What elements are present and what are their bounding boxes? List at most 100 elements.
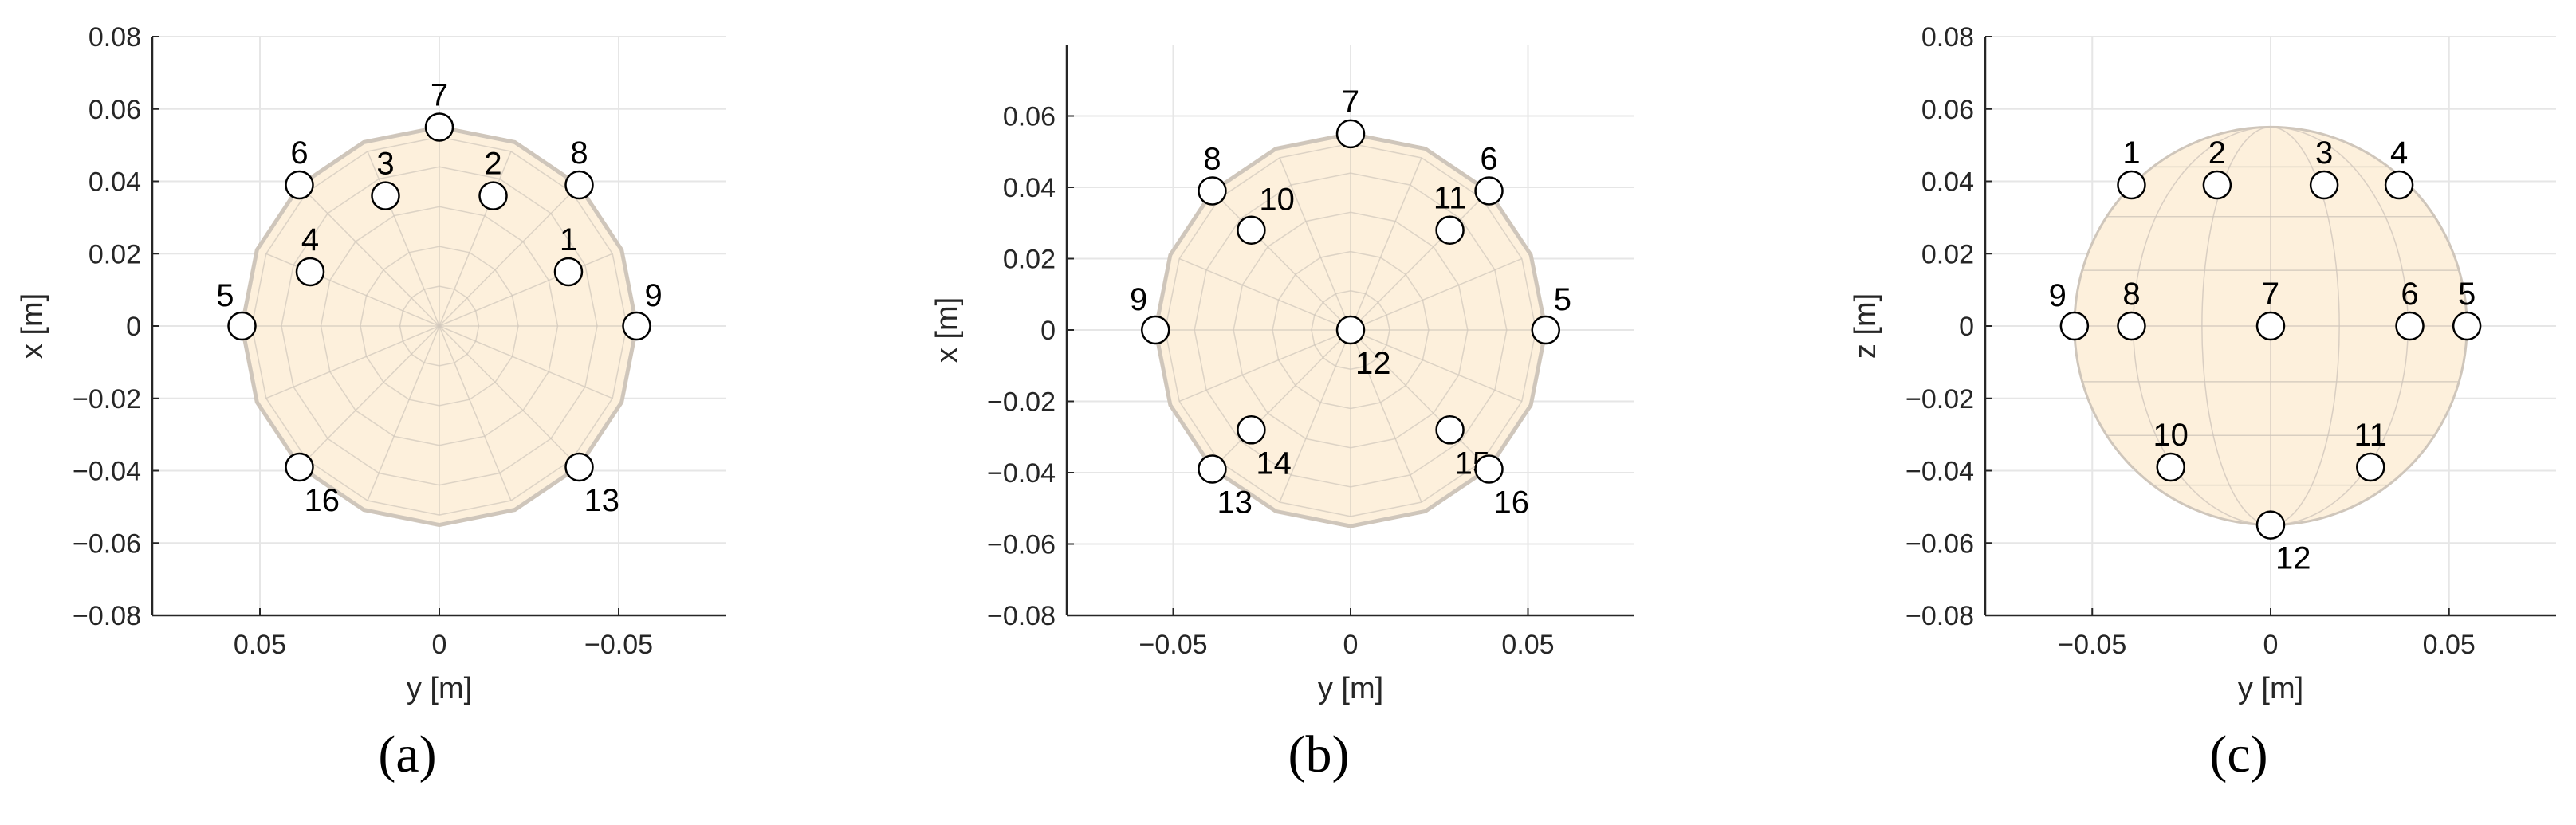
mic-marker-9	[2059, 311, 2090, 341]
mic-marker-16	[1474, 454, 1504, 484]
mic-marker-13	[1198, 454, 1227, 484]
mic-label: 5	[216, 278, 234, 313]
mic-marker-16	[285, 452, 314, 482]
mic-marker-8	[2117, 311, 2146, 341]
x-tick-label: −0.05	[584, 630, 653, 660]
mic-label: 5	[2458, 277, 2476, 312]
y-tick-label: −0.04	[73, 457, 141, 487]
mic-label: 11	[2354, 418, 2388, 453]
mic-marker-15	[1435, 415, 1465, 445]
y-tick-label: −0.06	[987, 530, 1056, 560]
mic-label: 6	[290, 136, 308, 171]
sphere-body	[239, 124, 639, 528]
y-tick-label: 0	[126, 312, 141, 342]
mic-marker-14	[1237, 415, 1266, 445]
mic-marker-9	[622, 311, 651, 341]
y-axis-title: x [m]	[16, 293, 49, 359]
mic-marker-12	[1335, 315, 1366, 345]
mic-marker-8	[1198, 176, 1227, 206]
y-tick-label: −0.06	[1905, 528, 1974, 559]
y-tick-label: 0.02	[88, 239, 141, 269]
x-tick-label: 0.05	[234, 630, 286, 660]
mic-marker-3	[2309, 170, 2339, 200]
chart-panel-2: 0.06 0.04 0.02 0 −0.02 −0.04 −0.06 −0.08 −0.05 0 0…	[930, 45, 1634, 784]
mic-label: 10	[2153, 418, 2189, 453]
mic-marker-12	[2255, 510, 2286, 540]
y-tick-label: 0.06	[1003, 102, 1056, 132]
panel-caption: (c)	[2209, 725, 2267, 784]
y-axis-title: x [m]	[930, 297, 964, 363]
mic-label: 13	[1217, 485, 1253, 521]
mic-label: 6	[1480, 141, 1497, 176]
mic-marker-1	[553, 257, 584, 287]
mic-label: 8	[1203, 141, 1221, 176]
mic-marker-6	[2395, 311, 2425, 341]
mic-label: 4	[301, 222, 319, 257]
mic-marker-6	[1474, 176, 1504, 206]
x-tick-label: 0	[432, 630, 447, 660]
mic-label: 13	[584, 483, 620, 518]
x-tick-label: 0.05	[1501, 630, 1554, 660]
mic-marker-10	[2156, 452, 2185, 482]
mic-label: 14	[1256, 446, 1292, 481]
mic-label: 9	[2049, 278, 2067, 313]
chart-panel-3: 0.08 0.06 0.04 0.02 0 −0.02 −0.04 −0.06 −0.08 −0.…	[1849, 22, 2556, 784]
mic-label: 7	[1342, 84, 1359, 120]
y-tick-label: 0.08	[1921, 22, 1974, 53]
y-tick-label: −0.04	[1905, 457, 1974, 487]
y-tick-label: −0.08	[1905, 601, 1974, 631]
y-tick-label: 0.02	[1003, 245, 1056, 275]
mic-label: 4	[2390, 136, 2408, 171]
mic-label: 1	[560, 222, 577, 257]
mic-marker-11	[1435, 215, 1465, 245]
y-tick-label: −0.08	[987, 601, 1056, 631]
y-tick-label: −0.04	[987, 458, 1056, 489]
mic-label: 16	[1494, 485, 1530, 521]
mic-label: 5	[1554, 282, 1571, 317]
y-axis-title: z [m]	[1849, 293, 1882, 359]
y-tick-label: 0	[1959, 312, 1974, 342]
y-tick-label: −0.06	[73, 528, 141, 559]
x-tick-label: 0	[1343, 630, 1359, 660]
y-tick-label: 0.06	[1921, 95, 1974, 125]
y-tick-label: 0.04	[88, 167, 141, 198]
x-axis-title: y [m]	[2238, 672, 2303, 705]
mic-marker-2	[2202, 170, 2232, 200]
x-tick-label: 0.05	[2423, 630, 2476, 660]
mic-label: 3	[2315, 136, 2333, 171]
mic-label: 8	[570, 136, 588, 171]
mic-marker-5	[2452, 311, 2482, 341]
mic-marker-4	[295, 257, 325, 287]
x-tick-label: 0	[2263, 630, 2279, 660]
mic-marker-6	[285, 170, 314, 200]
y-tick-label: 0	[1040, 316, 1056, 346]
mic-label: 9	[1130, 282, 1147, 317]
mic-marker-5	[1531, 315, 1560, 345]
mic-label: 1	[2122, 136, 2140, 171]
mic-label: 3	[376, 147, 394, 182]
x-axis-title: y [m]	[1318, 672, 1383, 705]
mic-label: 2	[484, 147, 501, 182]
y-tick-label: −0.08	[73, 601, 141, 631]
mic-marker-2	[478, 181, 508, 210]
mic-label: 16	[305, 483, 340, 518]
x-tick-label: −0.05	[1139, 630, 1207, 660]
mic-marker-9	[1141, 315, 1170, 345]
y-tick-label: −0.02	[987, 387, 1056, 418]
mic-marker-11	[2356, 452, 2385, 482]
mic-marker-3	[371, 181, 400, 210]
mic-label: 12	[1355, 346, 1391, 381]
mic-label: 7	[431, 77, 448, 112]
chart-panel-1: 0.08 0.06 0.04 0.02 0 −0.02 −0.04 −0.06 −0.08 0.0…	[16, 22, 726, 784]
y-tick-label: 0.04	[1003, 173, 1056, 203]
mic-marker-8	[564, 170, 594, 200]
mic-marker-13	[564, 452, 594, 482]
mic-marker-5	[227, 311, 257, 341]
panel-caption: (b)	[1288, 725, 1350, 784]
mic-label: 6	[2401, 277, 2418, 312]
mic-marker-7	[424, 112, 454, 142]
mic-label: 10	[1259, 183, 1295, 218]
y-tick-label: −0.02	[1905, 384, 1974, 414]
mic-marker-7	[1335, 119, 1366, 149]
y-tick-label: 0.04	[1921, 167, 1974, 198]
